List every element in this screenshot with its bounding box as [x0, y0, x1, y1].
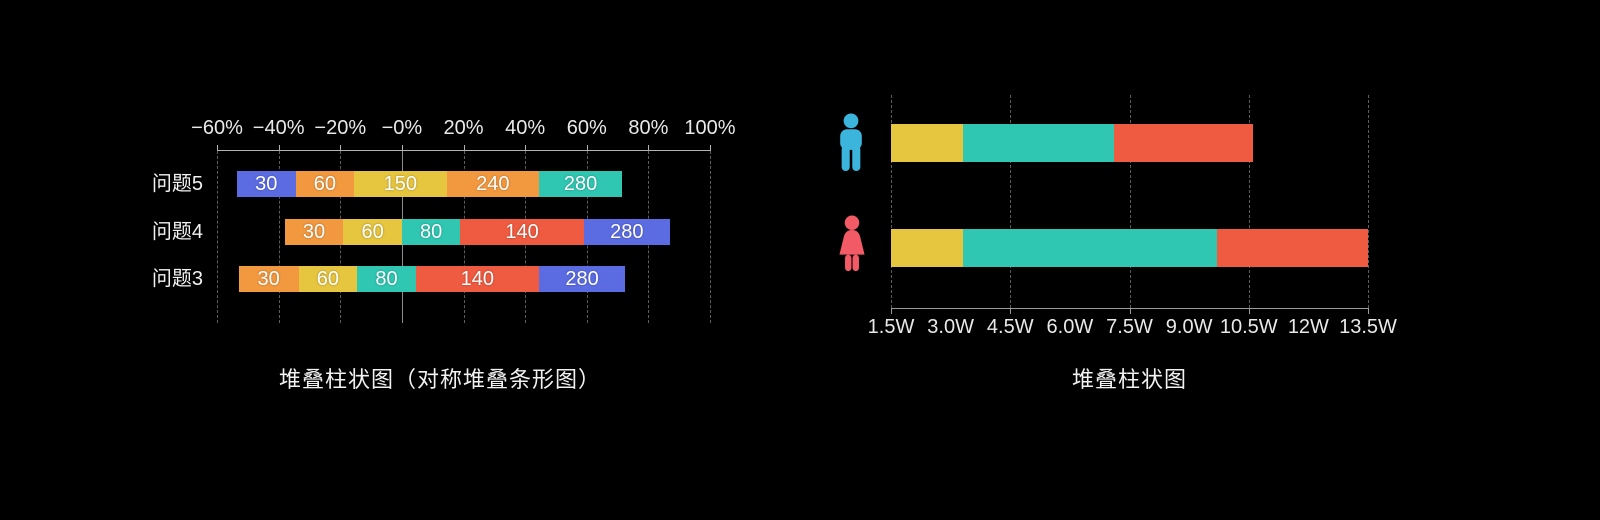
- axis-tick-label: 100%: [684, 117, 736, 139]
- axis-tick-label: 60%: [566, 117, 607, 139]
- axis-tick-label: 40%: [505, 117, 546, 139]
- axis-tick: [401, 145, 403, 151]
- axis-tick: [463, 145, 465, 151]
- gridline: [1129, 95, 1131, 308]
- axis-tick-label: −40%: [252, 117, 305, 139]
- bar-segment: 80: [401, 219, 461, 245]
- bar-segment: [1216, 229, 1368, 267]
- bar-segment: 280: [538, 171, 623, 197]
- axis-tick-label: 20%: [443, 117, 484, 139]
- axis-tick: [1248, 308, 1250, 314]
- bar-segment: 30: [237, 171, 296, 197]
- axis-tick-label: −0%: [381, 117, 423, 139]
- left-plot-area: −60% −40% −20% −0% 20% 40% 60% 80% 100% 问题5 30 60 15…: [152, 117, 736, 323]
- bar-segment: 280: [583, 219, 670, 245]
- bar-segment: 60: [298, 266, 358, 292]
- category-label: 问题5: [151, 173, 203, 195]
- axis-tick: [217, 145, 218, 151]
- bar-segment: 240: [446, 171, 539, 197]
- axis-tick-label: 1.5W: [867, 316, 915, 338]
- bar-segment: [891, 124, 963, 162]
- gridline: [891, 95, 892, 308]
- bar-segment: [891, 229, 963, 267]
- axis-tick: [1010, 308, 1012, 314]
- axis-tick-label: 13.5W: [1339, 316, 1397, 338]
- bar-segment: [962, 124, 1114, 162]
- left-chart-title: 堆叠柱状图（对称堆叠条形图）: [278, 367, 601, 392]
- axis-tick-label: 9.0W: [1165, 316, 1213, 338]
- bar-segment: 60: [343, 219, 402, 245]
- gridline: [217, 151, 218, 323]
- bar-segment: 30: [284, 219, 344, 245]
- axis-tick: [525, 145, 527, 151]
- gridline: [278, 151, 280, 323]
- right-plot-area: 1.5W 3.0W 4.5W 6.0W 7.5W 9.0W 10.5W 12W 13.5W: [868, 95, 1397, 338]
- bar-segment: 60: [295, 171, 355, 197]
- bar-segment: 140: [460, 219, 584, 245]
- axis-tick: [710, 145, 711, 151]
- axis-tick-label: 7.5W: [1106, 316, 1153, 338]
- category-label: 问题4: [151, 221, 203, 243]
- axis-tick-label: 12W: [1287, 316, 1329, 338]
- axis-tick-label: −60%: [191, 117, 243, 139]
- bar-row-male: [891, 124, 1368, 162]
- axis-tick: [278, 145, 280, 151]
- bar-row: 问题4 30 60 80 140 280: [152, 219, 710, 245]
- male-icon: [840, 113, 862, 172]
- gridline: [710, 151, 711, 323]
- axis-tick-label: 10.5W: [1219, 316, 1278, 338]
- bar-segment: 140: [415, 266, 539, 292]
- axis-tick: [340, 145, 342, 151]
- axis-tick: [891, 308, 892, 314]
- bar-segment: 30: [238, 266, 299, 292]
- gridline: [1248, 95, 1250, 308]
- axis-tick: [586, 145, 588, 151]
- bar-segment: 150: [354, 171, 447, 197]
- bar-segment: [1113, 124, 1253, 162]
- bar-segment: [962, 229, 1217, 267]
- axis-tick-label: 6.0W: [1046, 316, 1094, 338]
- axis-tick-label: 3.0W: [927, 316, 974, 338]
- bar-segment: 80: [357, 266, 416, 292]
- bar-row: 问题5 30 60 150 240 280: [152, 171, 710, 197]
- female-icon: [839, 215, 865, 272]
- axis-tick-label: 80%: [628, 117, 669, 139]
- category-label: 问题3: [151, 268, 203, 290]
- gridline: [1010, 95, 1012, 308]
- gridline: [1368, 95, 1369, 308]
- axis-tick: [648, 145, 650, 151]
- right-chart-title: 堆叠柱状图: [1071, 367, 1187, 392]
- axis-tick-label: 4.5W: [986, 316, 1034, 338]
- axis-tick-label: −20%: [314, 117, 367, 139]
- bar-segment: 280: [538, 266, 626, 292]
- axis-tick: [1129, 308, 1131, 314]
- bar-row-female: [891, 229, 1368, 267]
- axis-tick: [1368, 308, 1369, 314]
- bar-row: 问题3 30 60 80 140 280: [152, 266, 710, 292]
